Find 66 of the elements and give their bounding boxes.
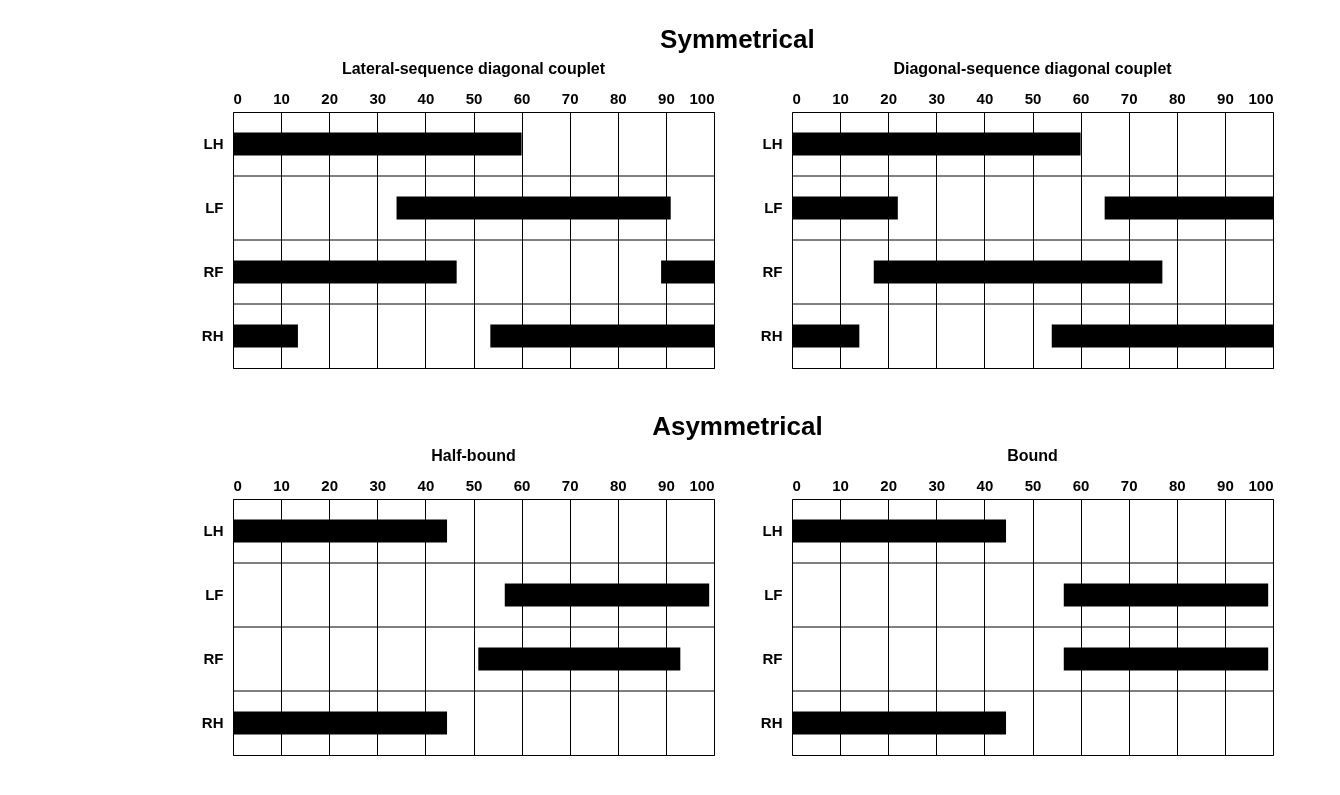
x-tick-label: 70 (561, 476, 579, 494)
text: Symmetrical (660, 23, 815, 54)
y-tick-label: LH (203, 522, 224, 539)
y-tick-label: RF (762, 263, 783, 280)
y-tick-label: LF (205, 199, 224, 216)
x-tick-label: 30 (369, 89, 387, 107)
x-tick-label: 70 (561, 89, 579, 107)
x-tick-label: 0 (792, 476, 801, 494)
y-tick-label: LH (203, 135, 224, 152)
text: Asymmetrical (652, 410, 823, 441)
x-tick-label: 50 (465, 476, 483, 494)
x-tick-label: 20 (880, 476, 898, 494)
x-tick-label: 50 (465, 89, 483, 107)
x-tick-label: 10 (832, 476, 849, 494)
x-tick-label: 90 (1217, 476, 1234, 494)
x-tick-label: 100 (1248, 89, 1274, 107)
x-tick-label: 90 (658, 476, 675, 494)
x-tick-label: 50 (1024, 476, 1042, 494)
x-tick-label: 90 (658, 89, 675, 107)
x-tick-label: 40 (976, 89, 994, 107)
y-tick-label: RH (760, 327, 783, 344)
x-tick-label: 60 (513, 89, 531, 107)
x-tick-label: 40 (417, 89, 435, 107)
y-tick-label: RF (762, 650, 783, 667)
x-tick-label: 40 (976, 476, 994, 494)
x-tick-label: 10 (832, 89, 849, 107)
y-tick-label: RH (201, 327, 224, 344)
y-tick-label: RF (203, 263, 224, 280)
y-tick-label: LF (764, 586, 783, 603)
x-tick-label: 30 (928, 89, 946, 107)
x-tick-label: 90 (1217, 89, 1234, 107)
chart-title: Lateral-sequence diagonal couplet (341, 60, 606, 77)
x-tick-label: 40 (417, 476, 435, 494)
y-tick-label: RF (203, 650, 224, 667)
x-tick-label: 80 (1168, 89, 1186, 107)
x-tick-label: 60 (1072, 476, 1090, 494)
x-tick-label: 50 (1024, 89, 1042, 107)
x-tick-label: 100 (1248, 476, 1274, 494)
x-tick-label: 0 (792, 89, 801, 107)
x-tick-label: 100 (689, 89, 715, 107)
x-tick-label: 10 (273, 89, 290, 107)
x-tick-label: 20 (321, 476, 339, 494)
x-tick-label: 30 (928, 476, 946, 494)
x-tick-label: 30 (369, 476, 387, 494)
y-tick-label: RH (201, 714, 224, 731)
x-tick-label: 20 (880, 89, 898, 107)
x-tick-label: 0 (233, 89, 242, 107)
x-tick-label: 80 (609, 476, 627, 494)
x-tick-label: 70 (1120, 476, 1138, 494)
x-tick-label: 60 (1072, 89, 1090, 107)
chart-title: Diagonal-sequence diagonal couplet (893, 60, 1173, 77)
x-tick-label: 10 (273, 476, 290, 494)
x-tick-label: 60 (513, 476, 531, 494)
x-tick-label: 80 (609, 89, 627, 107)
y-tick-label: RH (760, 714, 783, 731)
chart-title: Half-bound (431, 447, 516, 464)
chart-title: Bound (1007, 447, 1058, 464)
y-tick-label: LF (764, 199, 783, 216)
y-tick-label: LH (762, 522, 783, 539)
x-tick-label: 20 (321, 89, 339, 107)
x-tick-label: 0 (233, 476, 242, 494)
x-tick-label: 80 (1168, 476, 1186, 494)
x-tick-label: 70 (1120, 89, 1138, 107)
x-tick-label: 100 (689, 476, 715, 494)
y-tick-label: LF (205, 586, 224, 603)
y-tick-label: LH (762, 135, 783, 152)
